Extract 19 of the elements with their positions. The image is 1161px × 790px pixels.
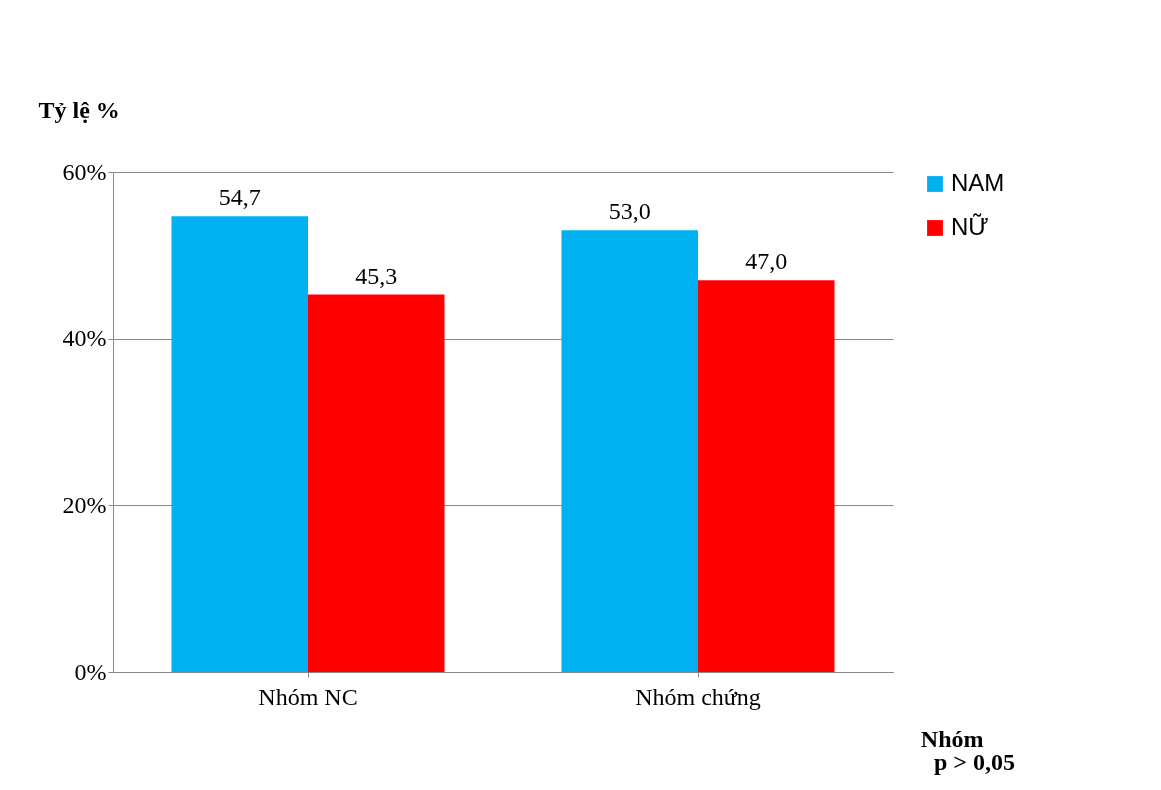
bar: [308, 294, 445, 672]
y-axis-title: Tỷ lệ %: [38, 96, 120, 123]
y-tick-label: 0%: [74, 658, 107, 685]
bar: [561, 230, 698, 672]
data-label: 53,0: [608, 198, 651, 225]
y-tick-label: 60%: [62, 158, 107, 185]
data-label: 45,3: [355, 262, 398, 289]
x-axis-title: Nhóm: [920, 725, 984, 752]
bar: [698, 280, 835, 672]
data-label: 54,7: [218, 184, 261, 211]
text: p > 0,05: [933, 749, 1015, 775]
data-label: 47,0: [745, 248, 788, 275]
y-tick-label: 40%: [62, 325, 107, 352]
x-tick-label: Nhóm chứng: [635, 683, 761, 710]
legend-label: NỮ: [951, 213, 989, 240]
y-tick-label: 20%: [62, 491, 107, 518]
x-tick-label: Nhóm NC: [258, 683, 358, 710]
bar: [171, 216, 308, 672]
legend-label: NAM: [951, 169, 1005, 196]
